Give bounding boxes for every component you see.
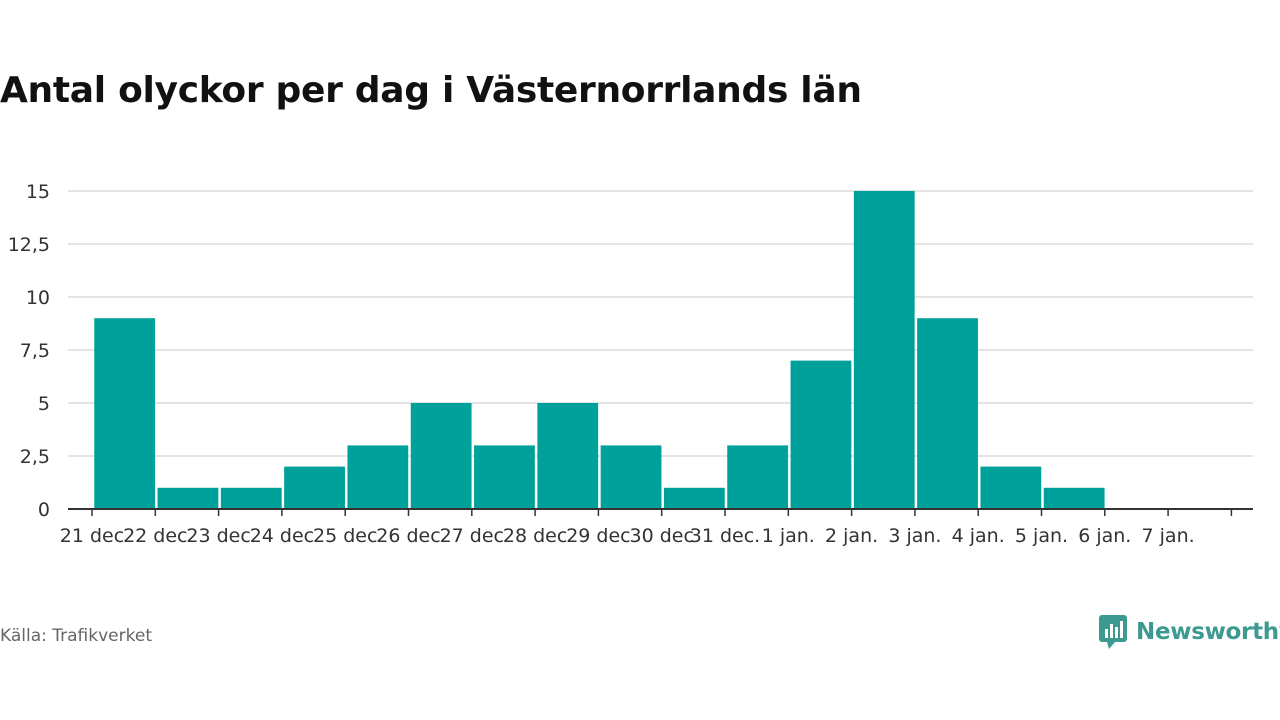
x-tick-label: 5 jan. — [1015, 525, 1068, 547]
bar — [220, 487, 282, 509]
x-tick-label: 1 jan. — [762, 525, 815, 547]
source-label: Källa: Trafikverket — [0, 626, 152, 646]
y-tick-label: 7,5 — [20, 340, 50, 362]
x-tick-label: 27 dec — [440, 525, 504, 547]
x-tick-label: 4 jan. — [952, 525, 1005, 547]
bar — [94, 318, 156, 509]
bar — [980, 466, 1042, 509]
bar — [600, 445, 662, 509]
x-tick-label: 2 jan. — [825, 525, 878, 547]
x-tick-label: 21 dec — [60, 525, 124, 547]
y-tick-label: 5 — [38, 393, 50, 415]
y-tick-label: 15 — [26, 181, 50, 203]
x-tick-label: 30 dec — [629, 525, 693, 547]
bar — [347, 445, 409, 509]
x-tick-label: 24 dec — [250, 525, 314, 547]
bar — [410, 403, 472, 509]
x-tick-label: 25 dec — [313, 525, 377, 547]
bar — [284, 466, 345, 509]
x-tick-label: 29 dec — [566, 525, 630, 547]
bar — [727, 445, 789, 509]
bar — [853, 191, 915, 509]
bar — [537, 403, 599, 509]
x-tick-label: 26 dec — [376, 525, 440, 547]
y-tick-label: 10 — [26, 287, 50, 309]
brand-name: Newsworthy — [1136, 619, 1280, 645]
x-tick-label: 23 dec — [186, 525, 250, 547]
bar — [790, 360, 852, 509]
bar — [1043, 487, 1105, 509]
x-tick-label: 3 jan. — [888, 525, 941, 547]
x-tick-label: 31 dec. — [690, 525, 760, 547]
y-axis: 0 2,5 5 7,5 10 12,5 15 — [8, 181, 50, 521]
bar — [474, 445, 535, 509]
y-tick-label: 0 — [38, 499, 50, 521]
bar — [663, 487, 725, 509]
newsworthy-logo-icon — [1099, 615, 1127, 649]
y-tick-label: 2,5 — [20, 446, 50, 468]
brand-logo: Newsworthy — [1098, 614, 1280, 650]
x-tick-label: 22 dec — [123, 525, 187, 547]
x-tick-label: 28 dec — [503, 525, 567, 547]
x-tick-label: 7 jan. — [1142, 525, 1195, 547]
bar — [157, 487, 219, 509]
chart-title: Antal olyckor per dag i Västernorrlands … — [0, 70, 862, 111]
gridlines — [68, 190, 1253, 457]
bars — [94, 191, 1105, 509]
y-tick-label: 12,5 — [8, 234, 50, 256]
bar — [917, 318, 978, 509]
x-tick-label: 6 jan. — [1078, 525, 1131, 547]
